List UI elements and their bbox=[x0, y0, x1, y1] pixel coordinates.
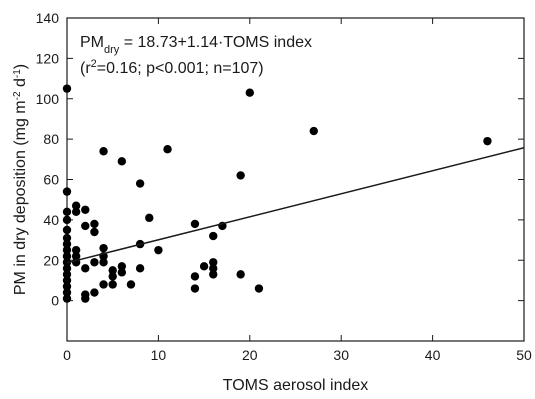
data-point bbox=[108, 280, 117, 289]
data-point bbox=[135, 264, 145, 273]
data-point bbox=[254, 284, 264, 293]
data-points bbox=[62, 84, 492, 303]
data-point bbox=[199, 262, 209, 271]
x-tick-label: 10 bbox=[151, 347, 167, 363]
data-point bbox=[62, 207, 72, 216]
y-axis-label-mid: d bbox=[12, 78, 29, 91]
data-point bbox=[62, 245, 72, 255]
data-point bbox=[236, 171, 245, 180]
data-point bbox=[71, 201, 81, 210]
data-point bbox=[236, 270, 245, 279]
data-point bbox=[145, 213, 154, 223]
equation-prefix: PM bbox=[80, 34, 104, 51]
y-tick-label: 0 bbox=[51, 293, 59, 309]
y-axis-label-suffix: ) bbox=[12, 64, 29, 69]
data-point bbox=[62, 84, 72, 93]
data-point bbox=[81, 221, 90, 231]
data-point bbox=[209, 270, 218, 279]
data-point bbox=[62, 276, 72, 285]
data-point bbox=[62, 270, 72, 279]
data-point bbox=[90, 258, 99, 267]
data-point bbox=[135, 179, 145, 188]
data-point bbox=[190, 219, 200, 229]
stats-rest: =0.16; p<0.001; n=107) bbox=[97, 60, 264, 77]
data-point bbox=[90, 219, 99, 229]
data-point bbox=[190, 284, 200, 293]
data-point bbox=[71, 245, 81, 255]
y-tick-label: 40 bbox=[43, 212, 59, 228]
data-point bbox=[483, 136, 492, 146]
data-point bbox=[71, 207, 81, 216]
regression-line-group bbox=[66, 147, 525, 264]
y-tick-label: 100 bbox=[36, 91, 60, 107]
data-point bbox=[81, 264, 90, 273]
data-point bbox=[71, 252, 81, 261]
data-point bbox=[209, 231, 218, 241]
y-tick-label: 120 bbox=[36, 50, 60, 66]
data-point bbox=[108, 272, 117, 281]
data-point bbox=[90, 288, 99, 297]
data-point bbox=[62, 225, 72, 235]
regression-line bbox=[66, 147, 525, 264]
x-tick-label: 50 bbox=[516, 347, 532, 363]
stats-open: (r bbox=[80, 60, 91, 77]
equation-subscript: dry bbox=[104, 44, 120, 56]
data-point bbox=[99, 147, 108, 156]
data-point bbox=[90, 227, 99, 237]
data-point bbox=[209, 264, 218, 273]
data-point bbox=[117, 157, 127, 166]
equation-rest: = 18.73+1.14·TOMS index bbox=[119, 34, 312, 51]
y-axis-label-prefix: PM in dry deposition (mg m bbox=[12, 100, 29, 295]
data-point bbox=[62, 215, 72, 225]
axis-ticks: 0 10 20 30 40 50 0 20 40 60 80 100 120 140 bbox=[36, 10, 532, 363]
data-point bbox=[126, 280, 136, 289]
data-point bbox=[62, 282, 72, 291]
data-point bbox=[62, 233, 72, 243]
y-axis-label-exp1: -2 bbox=[12, 91, 23, 100]
data-point bbox=[62, 288, 72, 297]
y-tick-label: 140 bbox=[36, 10, 60, 26]
data-point bbox=[62, 239, 72, 249]
data-point bbox=[81, 294, 90, 303]
data-point bbox=[62, 187, 72, 196]
data-point bbox=[62, 294, 72, 303]
regression-equation: PMdry = 18.73+1.14·TOMS index bbox=[80, 34, 312, 56]
data-point bbox=[154, 245, 163, 255]
data-point bbox=[108, 266, 117, 275]
y-tick-label: 60 bbox=[43, 172, 59, 188]
data-point bbox=[163, 145, 172, 154]
data-point bbox=[99, 243, 108, 253]
regression-stats: (r2=0.16; p<0.001; n=107) bbox=[80, 58, 264, 77]
data-point bbox=[117, 262, 127, 271]
data-point bbox=[99, 258, 108, 267]
data-point bbox=[117, 268, 127, 277]
x-axis-label: TOMS aerosol index bbox=[223, 377, 369, 394]
y-axis-label: PM in dry deposition (mg m-2 d-1) bbox=[12, 64, 30, 295]
y-axis-label-exp2: -1 bbox=[12, 69, 23, 78]
x-tick-label: 30 bbox=[333, 347, 349, 363]
data-point bbox=[245, 88, 254, 97]
data-point bbox=[309, 126, 318, 136]
data-point bbox=[99, 280, 108, 289]
data-point bbox=[81, 205, 90, 214]
data-point bbox=[62, 264, 72, 273]
x-tick-label: 20 bbox=[242, 347, 258, 363]
data-point bbox=[209, 258, 218, 267]
y-tick-label: 80 bbox=[43, 131, 59, 147]
stats-superscript: 2 bbox=[91, 58, 97, 70]
data-point bbox=[190, 272, 200, 281]
data-point bbox=[62, 252, 72, 261]
y-tick-label: 20 bbox=[43, 252, 59, 268]
x-tick-label: 0 bbox=[63, 347, 71, 363]
x-tick-label: 40 bbox=[425, 347, 441, 363]
